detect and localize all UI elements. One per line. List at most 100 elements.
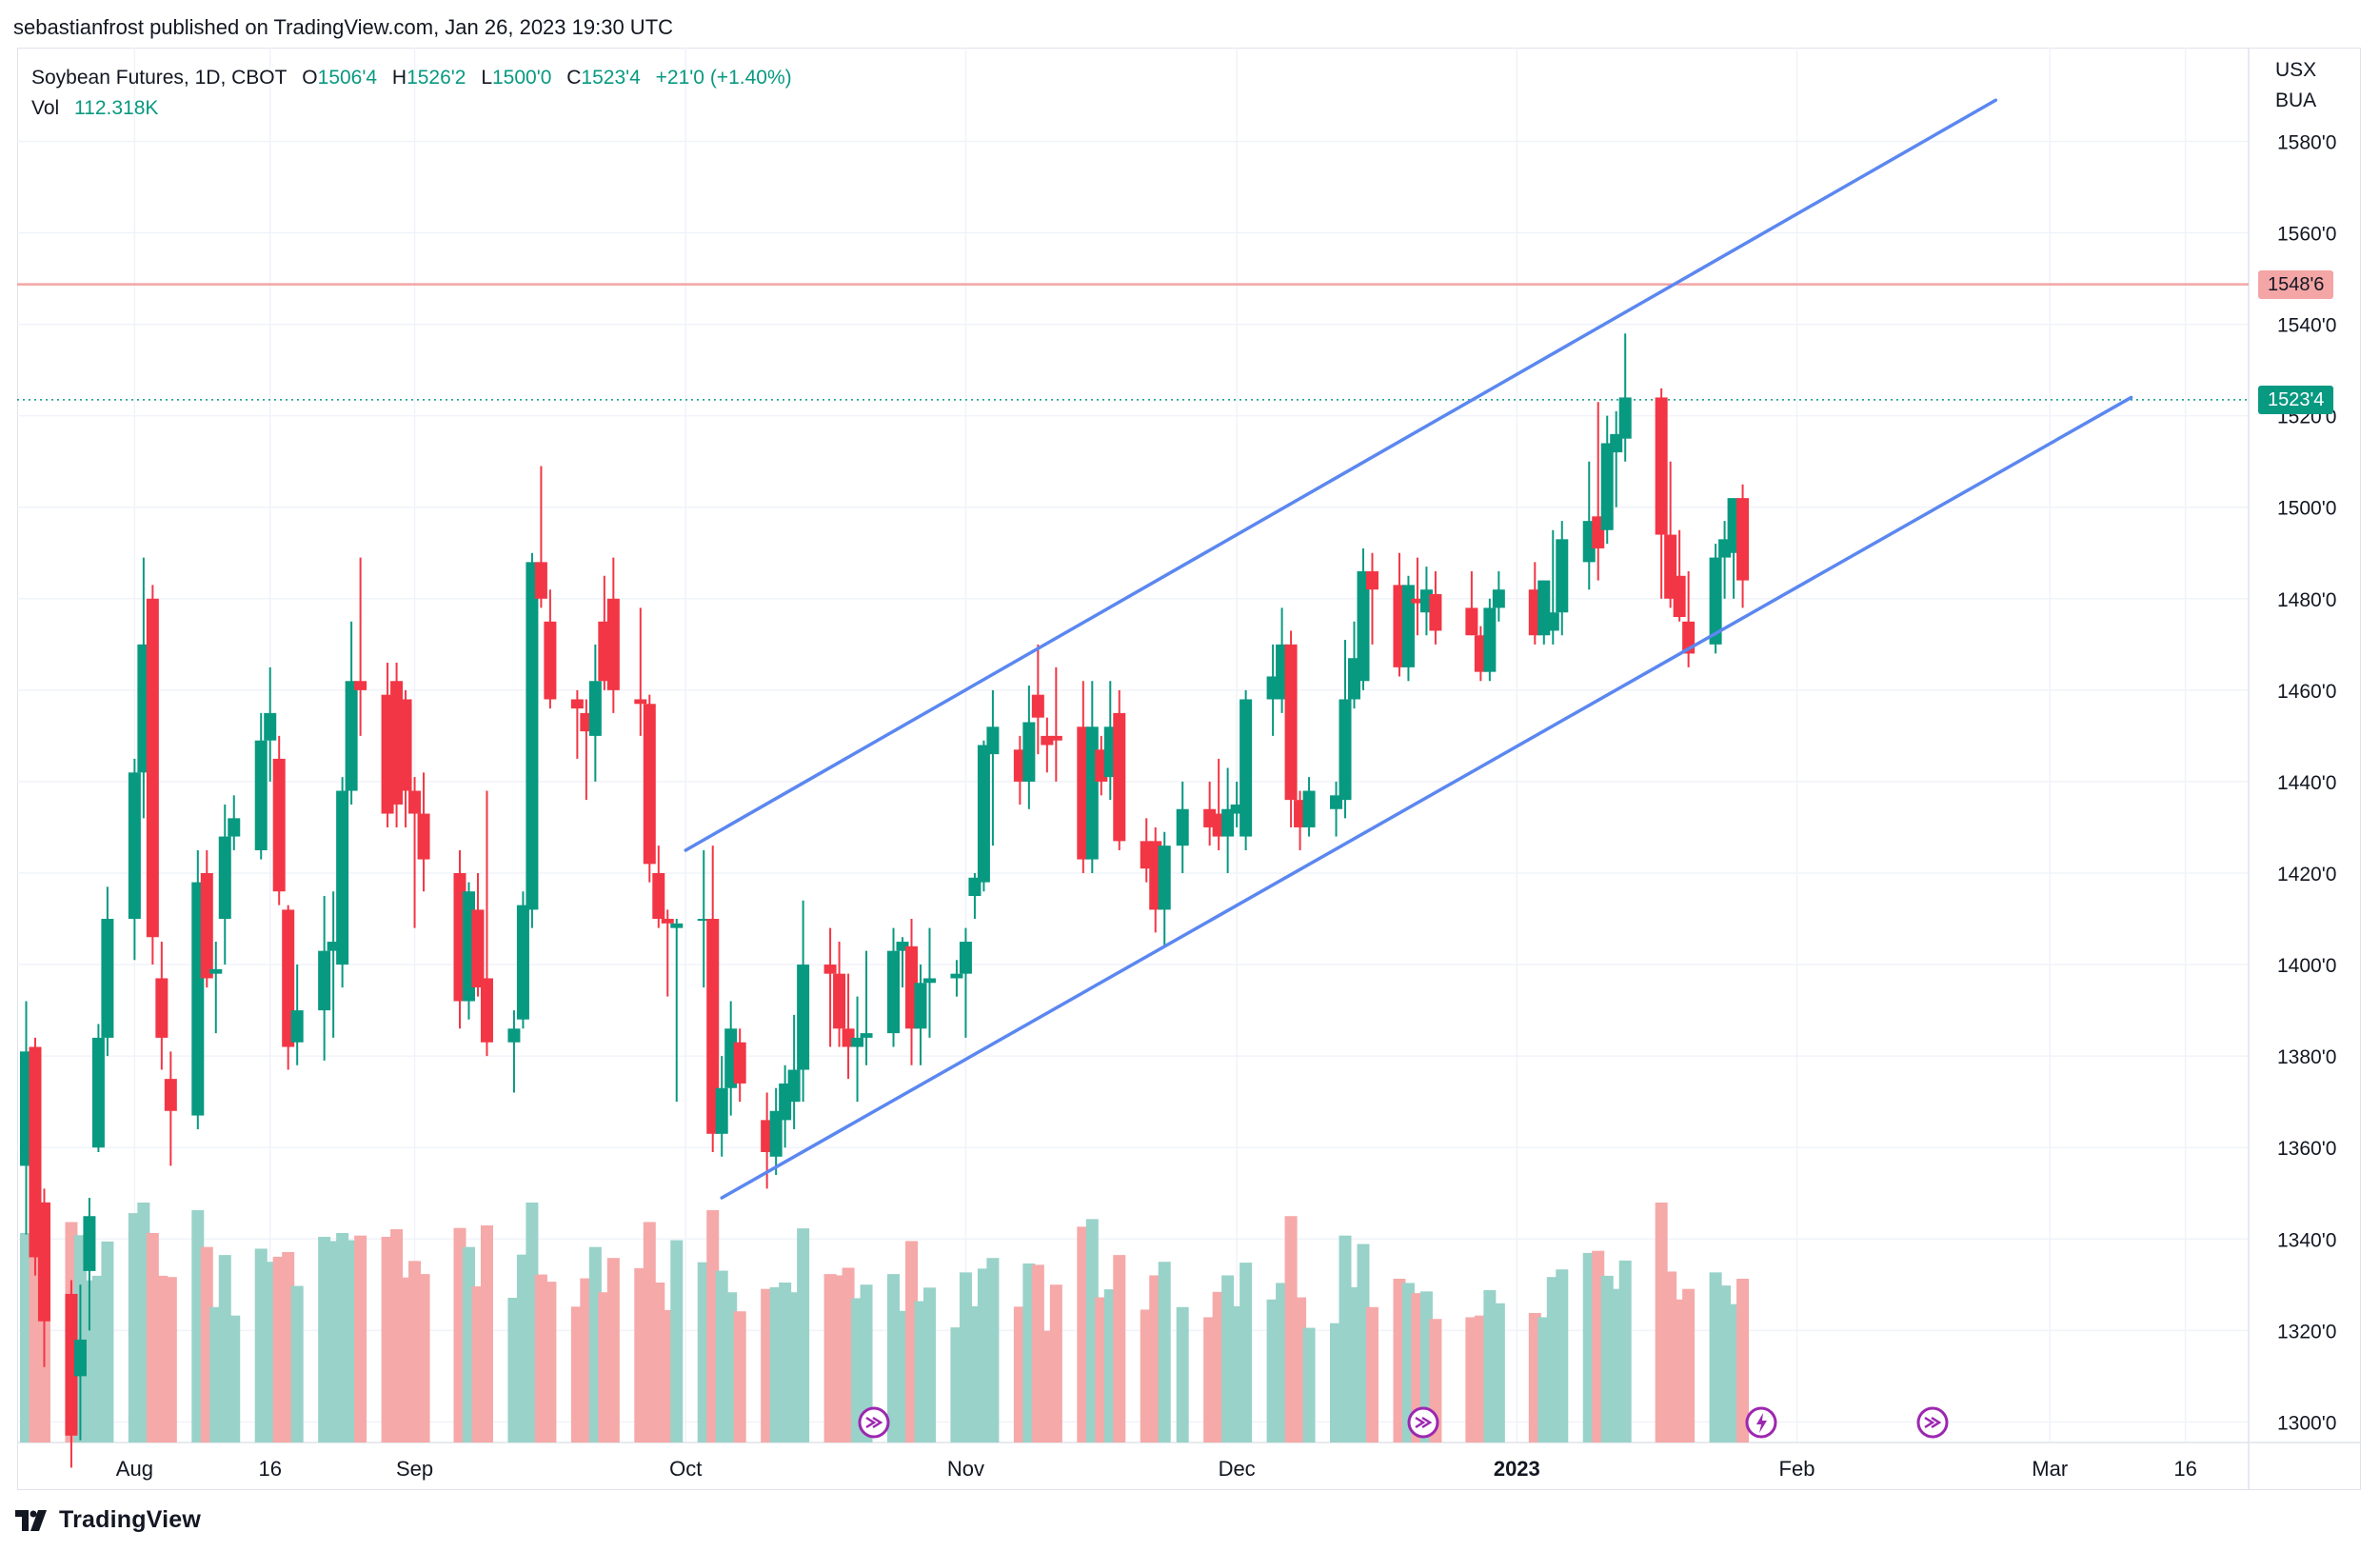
- price-tick-label: 1320'0: [2277, 1321, 2336, 1343]
- price-axis[interactable]: 1300'0 1320'0 1340'0 1360'0 1380'0 1400'0 1420…: [2277, 131, 2336, 1434]
- candle-body: [1618, 397, 1632, 439]
- volume-bar: [1302, 1327, 1316, 1443]
- volume-bars: [19, 1203, 1750, 1443]
- candle-body: [83, 1216, 96, 1271]
- legend-low: 1500'0: [492, 67, 552, 89]
- price-tick-label: 1360'0: [2277, 1138, 2336, 1160]
- trend-channel[interactable]: [684, 98, 2133, 1200]
- candle-body: [1465, 607, 1478, 636]
- last-price-tag: 1523'4: [2258, 385, 2334, 414]
- volume-bar: [1365, 1306, 1378, 1443]
- candle-body: [588, 681, 602, 736]
- chart-frame: [17, 48, 2361, 1490]
- candle-body: [1240, 699, 1253, 837]
- candle-body: [507, 1028, 521, 1043]
- time-tick-label: 2023: [1494, 1457, 1540, 1481]
- candle-body: [914, 983, 927, 1029]
- arrow-glyph: [1924, 1416, 1942, 1429]
- event-markers[interactable]: [858, 1406, 1949, 1439]
- time-tick-label: Mar: [2032, 1457, 2068, 1481]
- candle-body: [318, 950, 331, 1011]
- volume-bar: [1736, 1279, 1750, 1443]
- candle-body: [1673, 575, 1686, 618]
- currency-unit[interactable]: USX BUA: [2275, 55, 2316, 116]
- candle-body: [1357, 570, 1370, 682]
- volume-bar: [670, 1240, 684, 1443]
- candle-body: [860, 1033, 873, 1038]
- candle-body: [1483, 607, 1497, 672]
- event-arrow-icon[interactable]: [858, 1406, 890, 1439]
- candle-body: [327, 942, 340, 951]
- candle-body: [37, 1202, 50, 1322]
- legend-vol-label[interactable]: Vol: [31, 97, 60, 119]
- candle-body: [1085, 726, 1099, 860]
- tradingview-logo[interactable]: TradingView: [15, 1506, 201, 1534]
- candle-body: [1158, 846, 1171, 910]
- legend-low-label: L: [481, 67, 492, 89]
- event-bolt-icon[interactable]: [1745, 1406, 1777, 1439]
- event-arrow-icon[interactable]: [1407, 1406, 1439, 1439]
- candle-body: [887, 950, 901, 1034]
- time-tick-label: Sep: [396, 1457, 433, 1481]
- candle-body: [73, 1339, 87, 1377]
- price-tick-label: 1580'0: [2277, 131, 2336, 153]
- candle-body: [408, 790, 422, 814]
- volume-bar: [797, 1228, 810, 1443]
- channel-line-lower: [720, 395, 2133, 1200]
- time-tick-label: Dec: [1219, 1457, 1256, 1481]
- time-tick-label: Nov: [947, 1457, 984, 1481]
- legend-ohlc-row: Soybean Futures, 1D, CBOT O1506'4 H1526'…: [31, 63, 792, 93]
- currency-line2: BUA: [2275, 90, 2317, 111]
- candle-body: [480, 978, 493, 1043]
- legend: Soybean Futures, 1D, CBOT O1506'4 H1526'…: [31, 63, 792, 124]
- legend-symbol[interactable]: Soybean Futures, 1D, CBOT: [31, 67, 288, 89]
- candle-body: [1284, 644, 1298, 801]
- volume-bar: [606, 1258, 620, 1443]
- time-tick-label: 16: [2173, 1457, 2196, 1481]
- time-tick-label: Feb: [1779, 1457, 1815, 1481]
- candle-body: [200, 872, 213, 979]
- time-tick-label: Oct: [669, 1457, 702, 1481]
- candle-body: [254, 740, 268, 850]
- time-tick-label: Aug: [116, 1457, 153, 1481]
- volume-bar: [417, 1274, 430, 1443]
- legend-open: 1506'4: [317, 67, 378, 89]
- candle-body: [1401, 585, 1415, 667]
- candle-body: [1610, 433, 1623, 453]
- volume-bar: [290, 1285, 304, 1443]
- price-tick-label: 1560'0: [2277, 224, 2336, 246]
- event-arrow-icon[interactable]: [1916, 1406, 1949, 1439]
- candle-body: [652, 872, 665, 920]
- legend-close-label: C: [566, 67, 582, 89]
- candle-body: [1221, 808, 1235, 837]
- candle-body: [1556, 539, 1569, 613]
- candle-body: [1113, 712, 1126, 842]
- price-tick-label: 1380'0: [2277, 1046, 2336, 1068]
- candle-body: [1655, 397, 1668, 535]
- candle-body: [354, 681, 367, 690]
- candle-body: [769, 1110, 783, 1157]
- candle-body: [228, 818, 241, 837]
- time-axis[interactable]: Aug 16 Sep Oct Nov Dec 2023 Feb Mar 16: [116, 1457, 2197, 1481]
- candle-body: [896, 942, 909, 951]
- candle-body: [1546, 612, 1559, 631]
- arrow-glyph: [1415, 1416, 1433, 1429]
- candle-body: [950, 973, 963, 979]
- arrow-glyph: [865, 1416, 883, 1429]
- candle-body: [417, 813, 430, 860]
- candle-body: [1736, 498, 1750, 581]
- candle-body: [922, 978, 936, 984]
- candle-body: [697, 919, 710, 922]
- price-tick-label: 1500'0: [2277, 498, 2336, 520]
- candle-body: [526, 562, 539, 910]
- candle-body: [155, 978, 169, 1038]
- volume-bar: [1682, 1288, 1696, 1443]
- candle-body: [1709, 557, 1722, 645]
- legend-high-label: H: [391, 67, 407, 89]
- bolt-glyph: [1756, 1413, 1767, 1433]
- candle-body: [977, 745, 990, 883]
- legend-high: 1526'2: [407, 67, 466, 89]
- tradingview-logo-icon: [15, 1509, 47, 1531]
- candle-body: [823, 965, 837, 974]
